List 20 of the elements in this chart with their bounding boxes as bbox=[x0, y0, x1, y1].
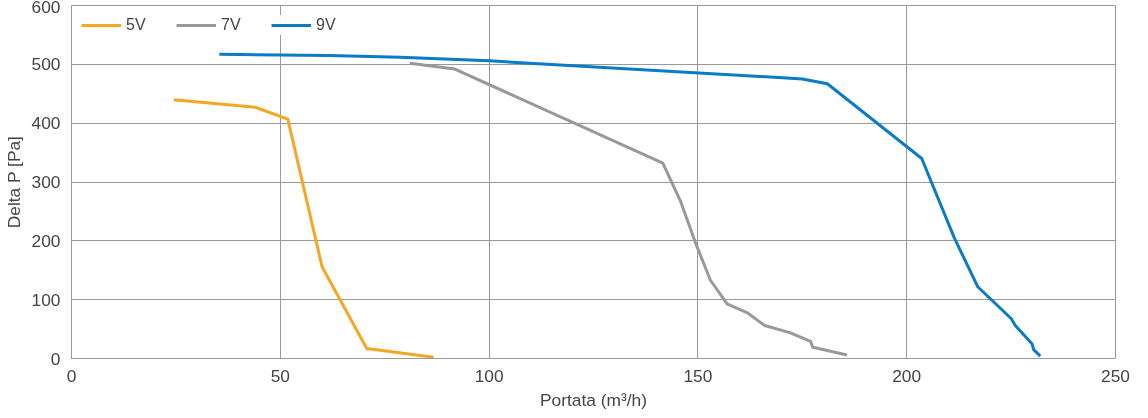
line-series bbox=[172, 98, 436, 359]
y-axis-title: Delta P [Pa] bbox=[3, 136, 24, 229]
x-tick-label: 100 bbox=[474, 365, 504, 386]
y-tick-label: 600 bbox=[31, 0, 61, 17]
y-tick-label: 0 bbox=[50, 348, 61, 369]
x-tick-label: 200 bbox=[892, 365, 922, 386]
x-tick-label: 0 bbox=[66, 365, 77, 386]
y-tick-label: 100 bbox=[31, 289, 61, 310]
x-tick-label: 250 bbox=[1101, 365, 1130, 386]
y-tick-label: 500 bbox=[31, 54, 61, 75]
x-tick-label: 50 bbox=[270, 365, 290, 386]
legend-label: 7V bbox=[221, 16, 241, 34]
y-tick-label: 200 bbox=[31, 230, 61, 251]
y-tick-label: 400 bbox=[31, 113, 61, 134]
legend-label: 9V bbox=[316, 16, 336, 34]
line-series bbox=[217, 52, 1042, 358]
y-tick-label: 300 bbox=[31, 172, 61, 192]
legend-label: 5V bbox=[126, 16, 146, 34]
x-axis-title: Portata (m³/h) bbox=[540, 389, 647, 410]
x-tick-label: 150 bbox=[683, 365, 713, 386]
